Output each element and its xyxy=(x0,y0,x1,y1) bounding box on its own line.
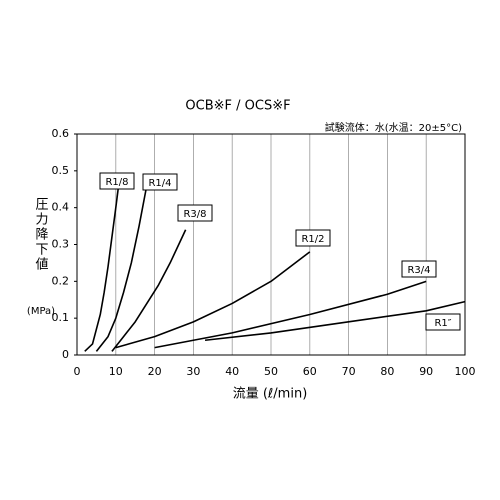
y-tick-label: 0 xyxy=(62,348,69,361)
x-tick-label: 10 xyxy=(109,365,123,378)
x-tick-label: 30 xyxy=(186,365,200,378)
y-tick-label: 0.6 xyxy=(52,127,70,140)
x-axis-label: 流量 (ℓ/min) xyxy=(233,387,308,402)
x-tick-label: 20 xyxy=(148,365,162,378)
series-label: R1/8 xyxy=(105,177,128,188)
y-tick-label: 0.1 xyxy=(52,311,70,324)
y-tick-label: 0.2 xyxy=(52,274,70,287)
series-line xyxy=(95,189,147,352)
series-line xyxy=(154,280,427,349)
x-tick-label: 80 xyxy=(380,365,394,378)
x-tick-label: 40 xyxy=(225,365,239,378)
label-box xyxy=(99,172,135,190)
series-line xyxy=(204,300,466,342)
series-line xyxy=(84,189,119,352)
series-label: R1″ xyxy=(434,318,451,329)
chart-title: OCB※F / OCS※F xyxy=(185,99,290,114)
y-tick-label: 0.3 xyxy=(52,238,70,251)
label-box xyxy=(425,313,461,331)
label-box xyxy=(295,229,331,247)
x-tick-label: 60 xyxy=(303,365,317,378)
label-box xyxy=(177,204,213,222)
y-axis-unit: (MPa) xyxy=(27,306,55,317)
series-line xyxy=(115,251,311,349)
label-box xyxy=(401,260,437,278)
note: 試験流体：水(水温：20±5°C) xyxy=(325,121,462,134)
series-line xyxy=(111,229,187,352)
series-label: R3/4 xyxy=(407,265,430,276)
y-tick-label: 0.4 xyxy=(52,201,70,214)
x-tick-label: 90 xyxy=(419,365,433,378)
y-axis-label: 圧力降下値 xyxy=(33,197,49,272)
x-tick-label: 50 xyxy=(264,365,278,378)
series-label: R3/8 xyxy=(183,209,206,220)
x-tick-label: 0 xyxy=(74,365,81,378)
label-box xyxy=(142,173,178,191)
x-tick-label: 70 xyxy=(342,365,356,378)
series-label: R1/2 xyxy=(301,234,324,245)
plot-frame xyxy=(76,133,466,356)
y-tick-label: 0.5 xyxy=(52,164,70,177)
series-label: R1/4 xyxy=(148,178,171,189)
x-tick-label: 100 xyxy=(455,365,476,378)
